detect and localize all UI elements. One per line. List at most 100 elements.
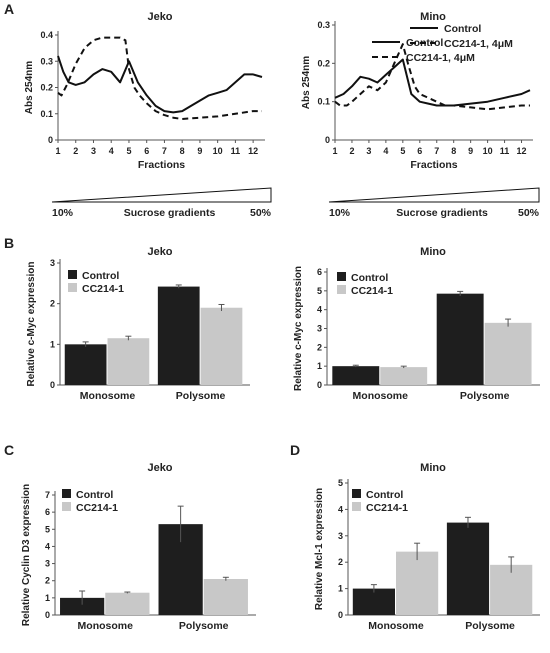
y-tick-label: 0.1 — [40, 109, 53, 119]
y-tick-label: 0 — [50, 380, 55, 390]
y-tick-label: 1 — [338, 584, 343, 594]
legend-label-0: Control — [351, 272, 388, 284]
chart-title: Mino — [420, 11, 446, 23]
bar-0-1 — [396, 551, 439, 615]
legend-swatch-1 — [352, 502, 361, 511]
bar-0-0 — [60, 597, 105, 615]
y-tick-label: 0.4 — [40, 30, 53, 40]
category-label: Polysome — [465, 620, 515, 632]
x-tick-label: 5 — [126, 146, 131, 156]
bar-0-0 — [332, 366, 380, 385]
y-tick-label: 0 — [45, 610, 50, 620]
category-label: Polysome — [176, 390, 226, 402]
legend-label-1: CC214-1, 4μM — [406, 52, 475, 64]
legend-label-1: CC214-1 — [351, 285, 393, 297]
series-line-1 — [334, 43, 530, 111]
y-tick-label: 4 — [338, 504, 343, 514]
bar-1-0 — [446, 522, 490, 615]
y-tick-label: 2 — [317, 342, 322, 352]
y-tick-label: 1 — [317, 361, 322, 371]
x-axis-label: Fractions — [138, 159, 185, 171]
bar-0-1 — [107, 338, 150, 385]
legend-label-1: CC214-1, 4μM — [444, 38, 513, 50]
y-tick-label: 1 — [45, 593, 50, 603]
series-line-1 — [57, 36, 262, 120]
legend-label-0: Control — [366, 489, 403, 501]
legend-label-1: CC214-1 — [366, 502, 408, 514]
y-tick-label: 0.2 — [317, 58, 330, 68]
panel-label-b: B — [4, 235, 14, 251]
y-tick-label: 4 — [317, 305, 322, 315]
y-axis-label: Relative c-Myc expression — [293, 266, 304, 391]
y-tick-label: 2 — [45, 576, 50, 586]
y-tick-label: 2 — [338, 557, 343, 567]
y-axis-label: Abs 254nm — [301, 56, 312, 109]
x-tick-label: 6 — [144, 146, 149, 156]
x-tick-label: 5 — [400, 146, 405, 156]
bar-1-0 — [157, 286, 200, 385]
chart-title: Mino — [420, 462, 446, 474]
bar-1-1 — [200, 307, 243, 385]
y-tick-label: 4 — [45, 541, 50, 551]
bar-1-1 — [203, 579, 248, 615]
x-tick-label: 10 — [213, 146, 223, 156]
legend-label-0: Control — [82, 270, 119, 282]
series-line-0 — [334, 58, 531, 107]
y-tick-label: 6 — [317, 267, 322, 277]
y-tick-label: 2 — [50, 299, 55, 309]
y-tick-label: 0.2 — [40, 83, 53, 93]
gradient-end-label: 50% — [518, 207, 540, 219]
y-tick-label: 0.3 — [317, 20, 330, 30]
x-tick-label: 3 — [366, 146, 371, 156]
legend-label-1: CC214-1 — [76, 502, 118, 514]
gradient-start-label: 10% — [329, 207, 351, 219]
panel-label-d: D — [290, 442, 300, 458]
gradient-wedge — [328, 187, 540, 203]
y-tick-label: 3 — [50, 258, 55, 268]
chart-3: Mino 0 1 2 3 4 5 6 Relative c-Myc expression Mono… — [293, 246, 540, 402]
bar-0-1 — [105, 592, 150, 615]
x-tick-label: 7 — [162, 146, 167, 156]
y-tick-label: 0 — [317, 380, 322, 390]
chart-title: Mino — [420, 246, 446, 258]
chart-title: Jeko — [147, 11, 172, 23]
x-tick-label: 7 — [434, 146, 439, 156]
chart-title: Jeko — [147, 462, 172, 474]
chart-2: Jeko 0 1 2 3 Relative c-Myc expression Monosom… — [26, 246, 250, 402]
y-tick-label: 0.3 — [40, 56, 53, 66]
legend-swatch-0 — [68, 270, 77, 279]
bar-0-0 — [352, 588, 395, 615]
x-tick-label: 3 — [91, 146, 96, 156]
bar-0-0 — [64, 344, 107, 385]
legend-swatch-0 — [352, 489, 361, 498]
category-label: Polysome — [460, 390, 510, 402]
y-tick-label: 3 — [317, 324, 322, 334]
y-tick-label: 7 — [45, 490, 50, 500]
y-axis-label: Relative c-Myc expression — [26, 261, 37, 386]
chart-4: Jeko 0 1 2 3 4 5 6 7 Relative Cyclin D3 expressio… — [21, 462, 256, 632]
y-tick-label: 5 — [45, 524, 50, 534]
legend-swatch-1 — [62, 502, 71, 511]
y-axis-label: Relative Cyclin D3 expression — [21, 484, 32, 626]
panel-label-a: A — [4, 1, 14, 17]
x-tick-label: 4 — [383, 146, 388, 156]
x-tick-label: 11 — [231, 146, 241, 156]
bar-1-0 — [436, 293, 484, 385]
x-tick-label: 12 — [248, 146, 258, 156]
x-tick-label: 9 — [197, 146, 202, 156]
y-tick-label: 0 — [338, 610, 343, 620]
y-tick-label: 0 — [325, 135, 330, 145]
x-axis-label: Fractions — [410, 159, 457, 171]
y-tick-label: 0 — [48, 135, 53, 145]
legend-label-0: Control — [444, 23, 481, 35]
category-label: Monosome — [353, 390, 409, 402]
category-label: Monosome — [78, 620, 134, 632]
x-tick-label: 8 — [180, 146, 185, 156]
legend-label-0: Control — [76, 489, 113, 501]
x-tick-label: 10 — [483, 146, 493, 156]
y-tick-label: 6 — [45, 507, 50, 517]
y-tick-label: 3 — [338, 531, 343, 541]
